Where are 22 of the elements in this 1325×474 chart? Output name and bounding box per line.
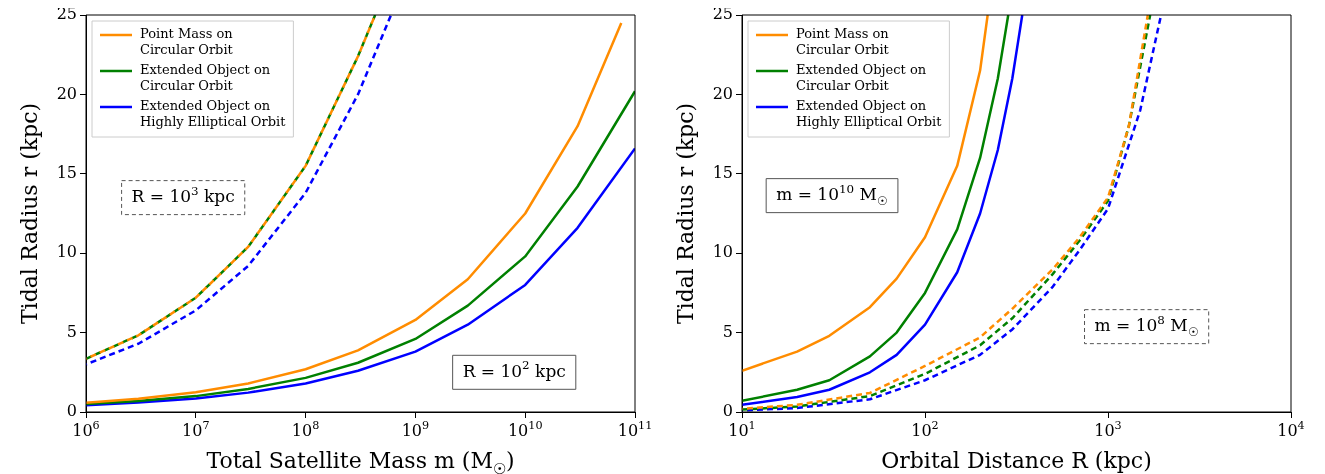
legend-label: Extended Object on Highly Elliptical Orbit — [140, 98, 287, 130]
y-tick-label: 25 — [56, 4, 77, 24]
legend-label: Extended Object on Circular Orbit — [140, 62, 271, 94]
legend-label: Point Mass on Circular Orbit — [796, 26, 890, 58]
y-tick-label: 20 — [56, 83, 77, 103]
y-tick-label: 15 — [712, 162, 733, 182]
legend-label: Point Mass on Circular Orbit — [140, 26, 234, 58]
y-tick-label: 25 — [712, 4, 733, 24]
y-tick-label: 10 — [712, 242, 733, 262]
legend-label: Extended Object on Highly Elliptical Orbit — [796, 98, 943, 130]
y-tick-label: 15 — [56, 162, 77, 182]
y-axis-title: Tidal Radius r (kpc) — [16, 102, 42, 325]
y-tick-label: 20 — [712, 83, 733, 103]
y-axis-title: Tidal Radius r (kpc) — [672, 102, 698, 325]
y-tick-label: 0 — [722, 401, 734, 421]
x-axis-title: Orbital Distance R (kpc) — [881, 447, 1152, 473]
y-tick-label: 0 — [66, 401, 78, 421]
y-tick-label: 5 — [66, 321, 78, 341]
legend-label: Extended Object on Circular Orbit — [796, 62, 927, 94]
y-tick-label: 5 — [722, 321, 734, 341]
x-axis-title: Total Satellite Mass m (M☉) — [206, 447, 515, 474]
y-tick-label: 10 — [56, 242, 77, 262]
